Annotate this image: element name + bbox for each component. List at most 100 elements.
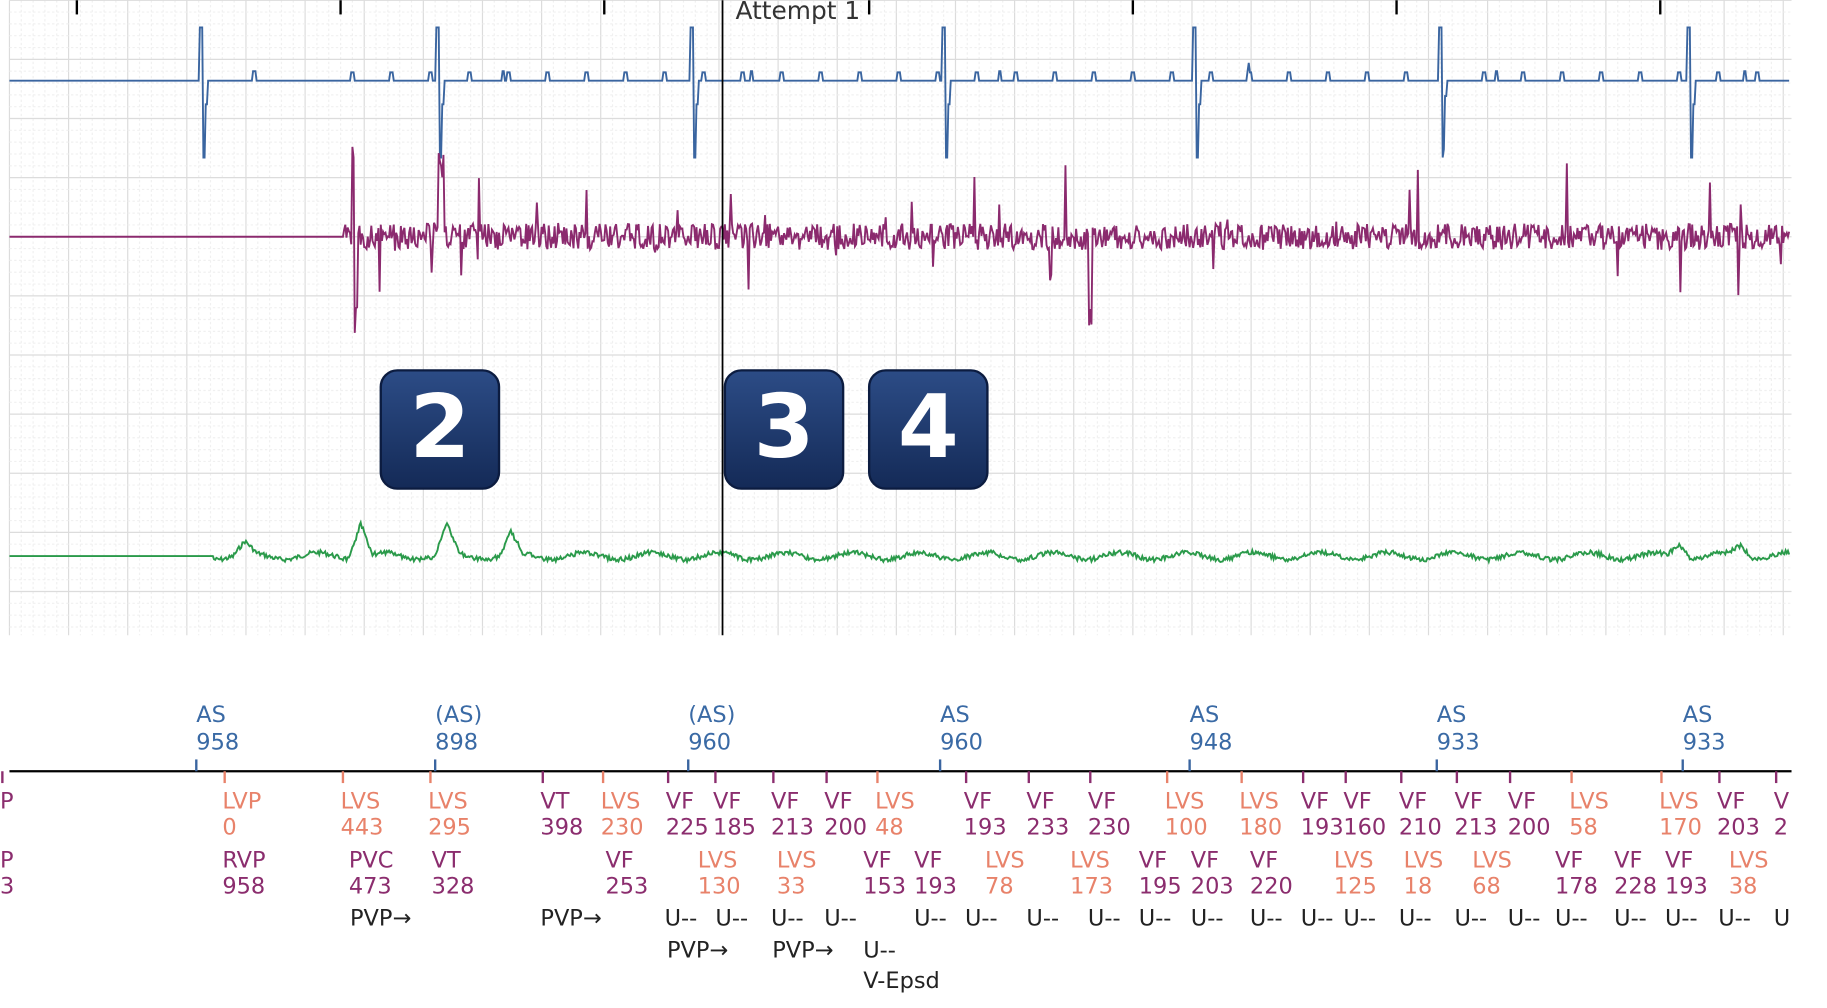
ventricular-marker-label: LVS	[1729, 848, 1769, 874]
ventricular-marker-interval: 125	[1334, 874, 1377, 900]
marker-note: U--	[1250, 906, 1283, 932]
atrial-marker-interval: 933	[1683, 729, 1726, 755]
ventricular-marker-interval: 203	[1191, 874, 1234, 900]
atrial-marker-label: AS	[1683, 702, 1713, 728]
ventricular-marker-label: P	[0, 848, 14, 874]
marker-note: U--	[1555, 906, 1588, 932]
ventricular-marker-label: VF	[1191, 848, 1219, 874]
marker-note: U--	[1665, 906, 1698, 932]
ventricular-marker-interval: 153	[863, 874, 906, 900]
ventricular-marker-label: VF	[863, 848, 891, 874]
marker-note: U--	[1718, 906, 1751, 932]
ventricular-marker-interval: 160	[1343, 815, 1386, 841]
ventricular-marker-label: LVP	[222, 788, 261, 814]
ventricular-marker-interval: 228	[1614, 874, 1657, 900]
ventricular-marker-label: VF	[1301, 788, 1329, 814]
ventricular-marker-interval: 100	[1165, 815, 1208, 841]
atrial-marker-interval: 933	[1437, 729, 1480, 755]
ventricular-marker-label: LVS	[1334, 848, 1374, 874]
ventricular-marker-label: LVS	[1070, 848, 1110, 874]
ventricular-marker-interval: 230	[1088, 815, 1131, 841]
ventricular-marker-label: P	[0, 788, 14, 814]
ventricular-marker-interval: 38	[1729, 874, 1758, 900]
ventricular-marker-interval: 178	[1555, 874, 1598, 900]
ventricular-marker-interval: 210	[1399, 815, 1442, 841]
ventricular-marker-interval: 443	[341, 815, 384, 841]
marker-note: U--	[965, 906, 998, 932]
ventricular-marker-interval: 33	[777, 874, 806, 900]
ventricular-marker-label: VF	[1250, 848, 1278, 874]
ventricular-marker-label: VF	[964, 788, 992, 814]
marker-note: PVP→	[350, 906, 411, 932]
ventricular-marker-interval: 78	[985, 874, 1014, 900]
ventricular-marker-interval: 0	[222, 815, 236, 841]
ventricular-marker-interval: 170	[1659, 815, 1702, 841]
ventricular-marker-label: LVS	[341, 788, 381, 814]
ventricular-marker-label: LVS	[1569, 788, 1609, 814]
ventricular-marker-interval: 68	[1472, 874, 1501, 900]
ventricular-marker-label: VF	[771, 788, 799, 814]
ventricular-marker-label: VF	[1508, 788, 1536, 814]
atrial-marker-label: (AS)	[688, 702, 735, 728]
ventricular-marker-label: VT	[432, 848, 461, 874]
atrial-marker-interval: 960	[688, 729, 731, 755]
ventricular-marker-interval: 230	[601, 815, 644, 841]
ventricular-marker-label: LVS	[1165, 788, 1205, 814]
marker-note: U--	[1191, 906, 1224, 932]
marker-note: U--	[1139, 906, 1172, 932]
ventricular-marker-interval: 193	[1665, 874, 1708, 900]
step-badge-number: 2	[409, 376, 470, 478]
ventricular-marker-label: VF	[1614, 848, 1642, 874]
atrial-trace	[9, 26, 1790, 159]
ventricular-marker-interval: 328	[432, 874, 475, 900]
ventricular-marker-interval: 3	[0, 874, 14, 900]
ventricular-marker-interval: 200	[1508, 815, 1551, 841]
ventricular-marker-interval: 173	[1070, 874, 1113, 900]
ventricular-marker-interval: 193	[1301, 815, 1344, 841]
ventricular-marker-label: VF	[666, 788, 694, 814]
ventricular-marker-label: LVS	[985, 848, 1025, 874]
ventricular-marker-interval: 473	[349, 874, 392, 900]
ventricular-marker-interval: 48	[875, 815, 904, 841]
ventricular-marker-interval: 213	[1455, 815, 1498, 841]
ventricular-marker-label: LVS	[777, 848, 817, 874]
atrial-marker-label: AS	[1437, 702, 1467, 728]
atrial-marker-interval: 958	[196, 729, 239, 755]
marker-note: U--	[863, 937, 896, 963]
ventricular-marker-label: LVS	[428, 788, 468, 814]
ventricular-marker-interval: 225	[666, 815, 709, 841]
ventricular-marker-interval: 398	[540, 815, 583, 841]
marker-note: U--	[1508, 906, 1541, 932]
marker-note: V-Epsd	[863, 968, 940, 994]
grid	[8, 0, 1792, 636]
marker-note: U--	[824, 906, 857, 932]
marker-note: U--	[665, 906, 698, 932]
ventricular-marker-label: LVS	[601, 788, 641, 814]
atrial-marker-interval: 898	[435, 729, 478, 755]
marker-annotations: AS958(AS)898(AS)960AS960AS948AS933AS933P…	[0, 702, 1790, 994]
ventricular-marker-label: V	[1774, 788, 1790, 814]
ventricular-marker-interval: 193	[914, 874, 957, 900]
marker-note: U--	[1026, 906, 1059, 932]
ventricular-marker-label: VF	[824, 788, 852, 814]
surface-trace	[9, 519, 1791, 565]
ventricular-marker-label: VF	[1555, 848, 1583, 874]
marker-note: PVP→	[667, 937, 728, 963]
marker-note: U--	[1088, 906, 1121, 932]
ventricular-marker-interval: 195	[1139, 874, 1182, 900]
ventricular-marker-label: LVS	[1404, 848, 1444, 874]
ventricular-marker-label: VF	[713, 788, 741, 814]
step-badge-number: 4	[898, 376, 959, 478]
atrial-marker-label: (AS)	[435, 702, 482, 728]
step-badge	[867, 369, 989, 490]
marker-note: U	[1774, 906, 1790, 932]
ventricular-marker-interval: 220	[1250, 874, 1293, 900]
atrial-marker-label: AS	[196, 702, 226, 728]
atrial-marker-label: AS	[1190, 702, 1220, 728]
attempt-label: Attempt 1	[736, 0, 861, 25]
atrial-marker-label: AS	[940, 702, 970, 728]
ventricular-marker-label: VF	[1343, 788, 1371, 814]
ventricular-marker-label: PVC	[349, 848, 394, 874]
